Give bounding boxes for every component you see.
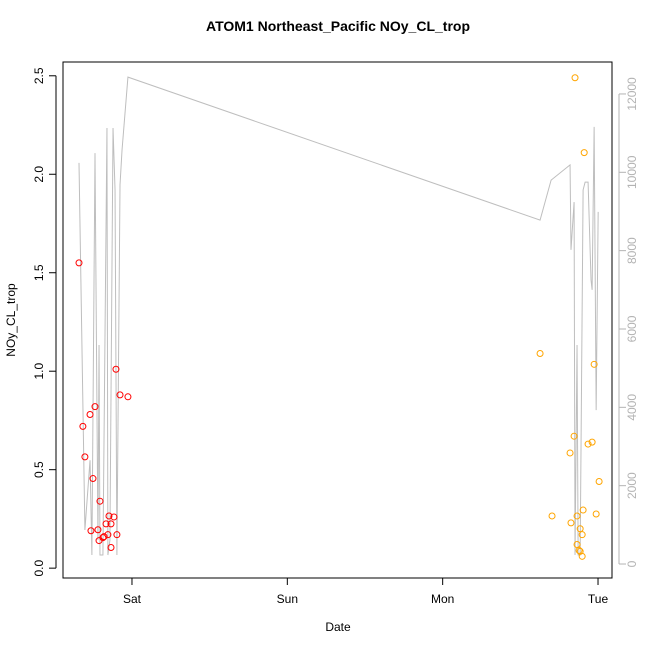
point xyxy=(580,149,588,157)
x-tick-label: Mon xyxy=(431,592,454,606)
point xyxy=(107,520,115,528)
y2-tick-label: 0 xyxy=(625,560,639,567)
y2-tick-label: 12000 xyxy=(625,77,639,111)
point xyxy=(75,259,83,267)
point xyxy=(590,360,598,368)
point xyxy=(102,520,110,528)
point xyxy=(116,391,124,399)
point xyxy=(91,403,99,411)
y2-tick-label: 4000 xyxy=(625,394,639,421)
point xyxy=(575,546,583,554)
point xyxy=(105,512,113,520)
point xyxy=(113,531,121,539)
chart-title: ATOM1 Northeast_Pacific NOy_CL_trop xyxy=(206,18,470,34)
y-tick-label: 1.0 xyxy=(32,363,46,380)
point xyxy=(100,533,108,541)
point xyxy=(89,475,97,483)
point xyxy=(112,365,120,373)
point xyxy=(570,432,578,440)
point xyxy=(110,513,118,521)
point xyxy=(579,506,587,514)
y-tick-label: 0.5 xyxy=(32,461,46,478)
line-series xyxy=(78,76,599,556)
point xyxy=(578,531,586,539)
point xyxy=(536,349,544,357)
y2-tick-label: 6000 xyxy=(625,315,639,342)
y2-tick-label: 10000 xyxy=(625,155,639,189)
point xyxy=(588,438,596,446)
point xyxy=(584,440,592,448)
point xyxy=(578,552,586,560)
point xyxy=(573,512,581,520)
point xyxy=(595,477,603,485)
point xyxy=(573,541,581,549)
point xyxy=(79,422,87,430)
point xyxy=(107,543,115,551)
plot-box xyxy=(62,61,613,579)
point xyxy=(567,519,575,527)
point xyxy=(124,393,132,401)
y-tick-label: 2.5 xyxy=(32,67,46,84)
y2-tick-label: 2000 xyxy=(625,472,639,499)
point xyxy=(87,527,95,535)
point xyxy=(94,526,102,534)
point xyxy=(548,512,556,520)
y-tick-label: 0.0 xyxy=(32,559,46,576)
y2-tick-label: 8000 xyxy=(625,237,639,264)
point xyxy=(104,531,112,539)
point xyxy=(592,510,600,518)
y-axis-label: NOy_CL_trop xyxy=(4,283,18,357)
y-tick-label: 1.5 xyxy=(32,264,46,281)
point xyxy=(566,449,574,457)
x-tick-label: Sat xyxy=(123,592,142,606)
point xyxy=(96,497,104,505)
x-tick-label: Sun xyxy=(277,592,298,606)
point xyxy=(86,411,94,419)
x-tick-label: Tue xyxy=(588,592,609,606)
y-tick-label: 2.0 xyxy=(32,166,46,183)
x-axis-label: Date xyxy=(325,620,351,634)
point xyxy=(99,534,107,542)
point xyxy=(81,453,89,461)
point xyxy=(576,525,584,533)
point xyxy=(571,74,579,82)
